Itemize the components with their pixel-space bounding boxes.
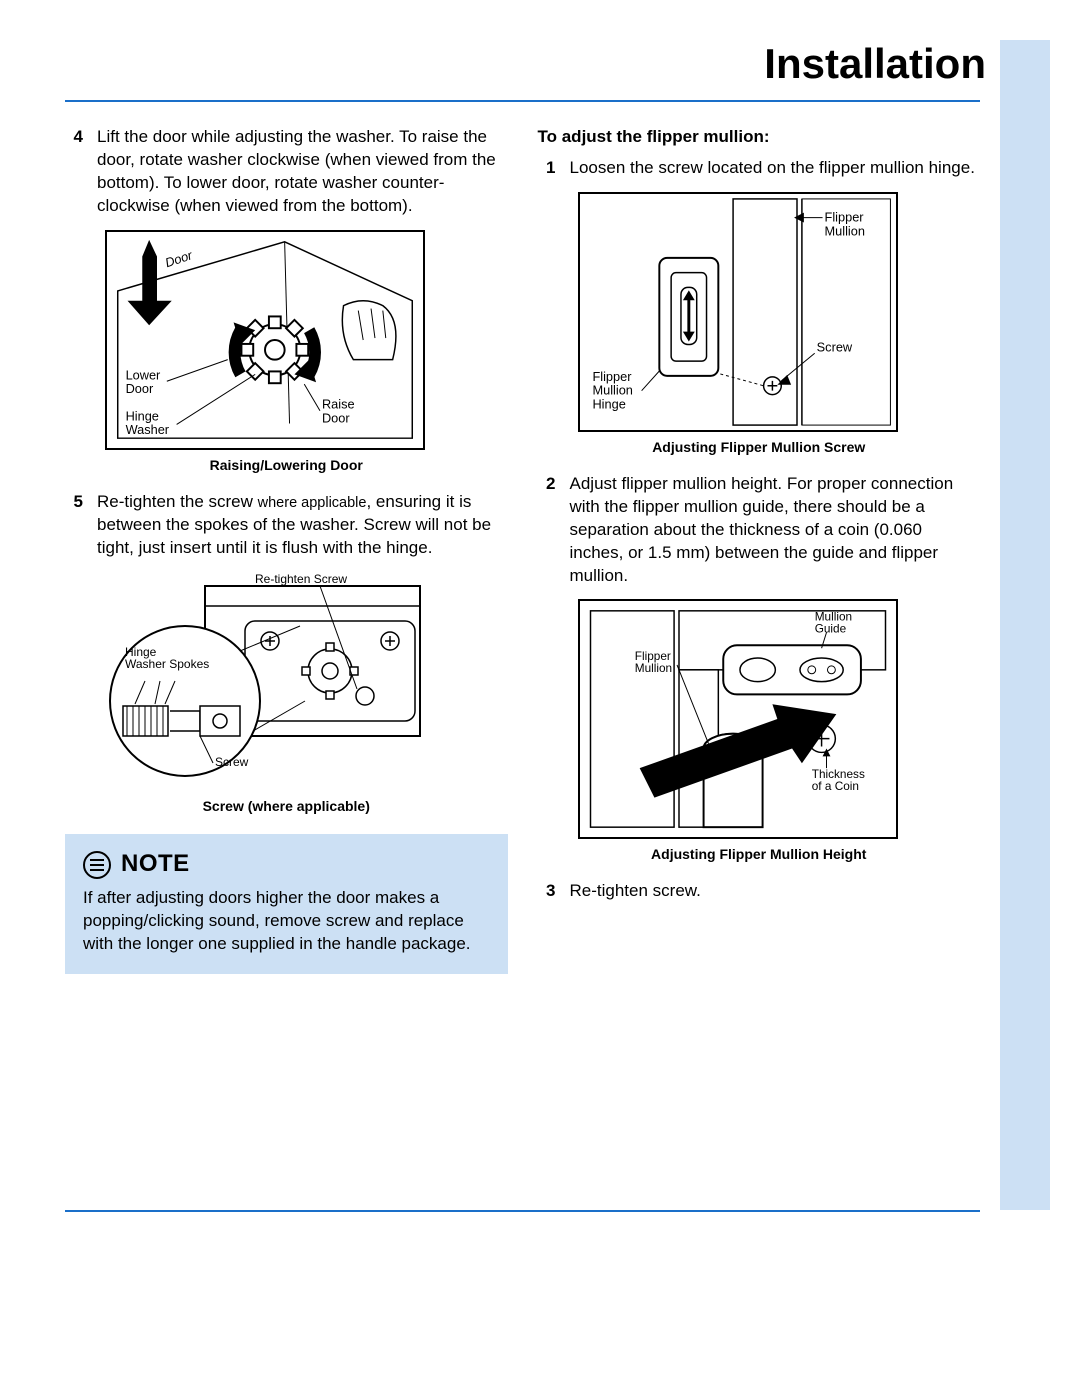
step-text: Lift the door while adjusting the washer… [97, 126, 508, 218]
label-flipper-mullion: FlipperMullion [824, 209, 864, 238]
label-flipper-mullion-hinge: FlipperMullionHinge [592, 369, 632, 412]
note-header: NOTE [83, 848, 490, 880]
left-column: 4 Lift the door while adjusting the wash… [65, 126, 508, 974]
step-number: 5 [65, 491, 83, 560]
figure-screw-applicable: Re-tighten Screw HingeWasher Spokes Scre… [105, 571, 425, 791]
note-title: NOTE [121, 848, 190, 880]
step-4: 4 Lift the door while adjusting the wash… [65, 126, 508, 218]
note-body: If after adjusting doors higher the door… [83, 887, 490, 956]
content-columns: 4 Lift the door while adjusting the wash… [0, 126, 1080, 974]
label-flipper-mullion-2: FlipperMullion [634, 649, 671, 675]
step-r1: 1 Loosen the screw located on the flippe… [538, 157, 981, 180]
step-number: 2 [538, 473, 556, 588]
step-text: Re-tighten the screw where applicable, e… [97, 491, 508, 560]
figure-caption: Raising/Lowering Door [65, 456, 508, 475]
flipper-mullion-heading: To adjust the flipper mullion: [538, 126, 981, 149]
note-box: NOTE If after adjusting doors higher the… [65, 834, 508, 973]
step-5-prefix: Re-tighten the screw [97, 492, 258, 511]
step-number: 1 [538, 157, 556, 180]
step-text: Adjust flipper mullion height. For prope… [570, 473, 981, 588]
step-number: 3 [538, 880, 556, 903]
manual-page: Installation 9 4 Lift the door while adj… [0, 0, 1080, 1397]
note-icon [83, 851, 111, 879]
figure-caption: Adjusting Flipper Mullion Screw [538, 438, 981, 457]
figure-flipper-mullion-screw: FlipperMullion Screw FlipperMullionHinge [578, 192, 898, 432]
label-retighten-screw: Re-tighten Screw [255, 572, 347, 586]
step-5-small: where applicable [258, 495, 367, 511]
section-title: Installation [764, 40, 986, 88]
figure-raising-lowering-door: Door [105, 230, 425, 450]
header-rule [65, 100, 980, 102]
footer-rule [65, 1210, 980, 1212]
step-text: Re-tighten screw. [570, 880, 981, 903]
step-number: 4 [65, 126, 83, 218]
label-door: Door [163, 247, 195, 270]
figure-caption: Adjusting Flipper Mullion Height [538, 845, 981, 864]
step-text: Loosen the screw located on the flipper … [570, 157, 981, 180]
step-5: 5 Re-tighten the screw where applicable,… [65, 491, 508, 560]
figure-flipper-mullion-height: MullionGuide FlipperMullion Thicknessof … [578, 599, 898, 839]
label-screw: Screw [816, 339, 852, 354]
label-screw: Screw [215, 755, 249, 769]
label-thickness-coin: Thicknessof a Coin [811, 767, 864, 793]
page-header: Installation 9 [0, 40, 1080, 88]
sidebar-accent [1000, 40, 1050, 1210]
step-r3: 3 Re-tighten screw. [538, 880, 981, 903]
right-column: To adjust the flipper mullion: 1 Loosen … [538, 126, 981, 974]
step-r2: 2 Adjust flipper mullion height. For pro… [538, 473, 981, 588]
figure-caption: Screw (where applicable) [65, 797, 508, 816]
